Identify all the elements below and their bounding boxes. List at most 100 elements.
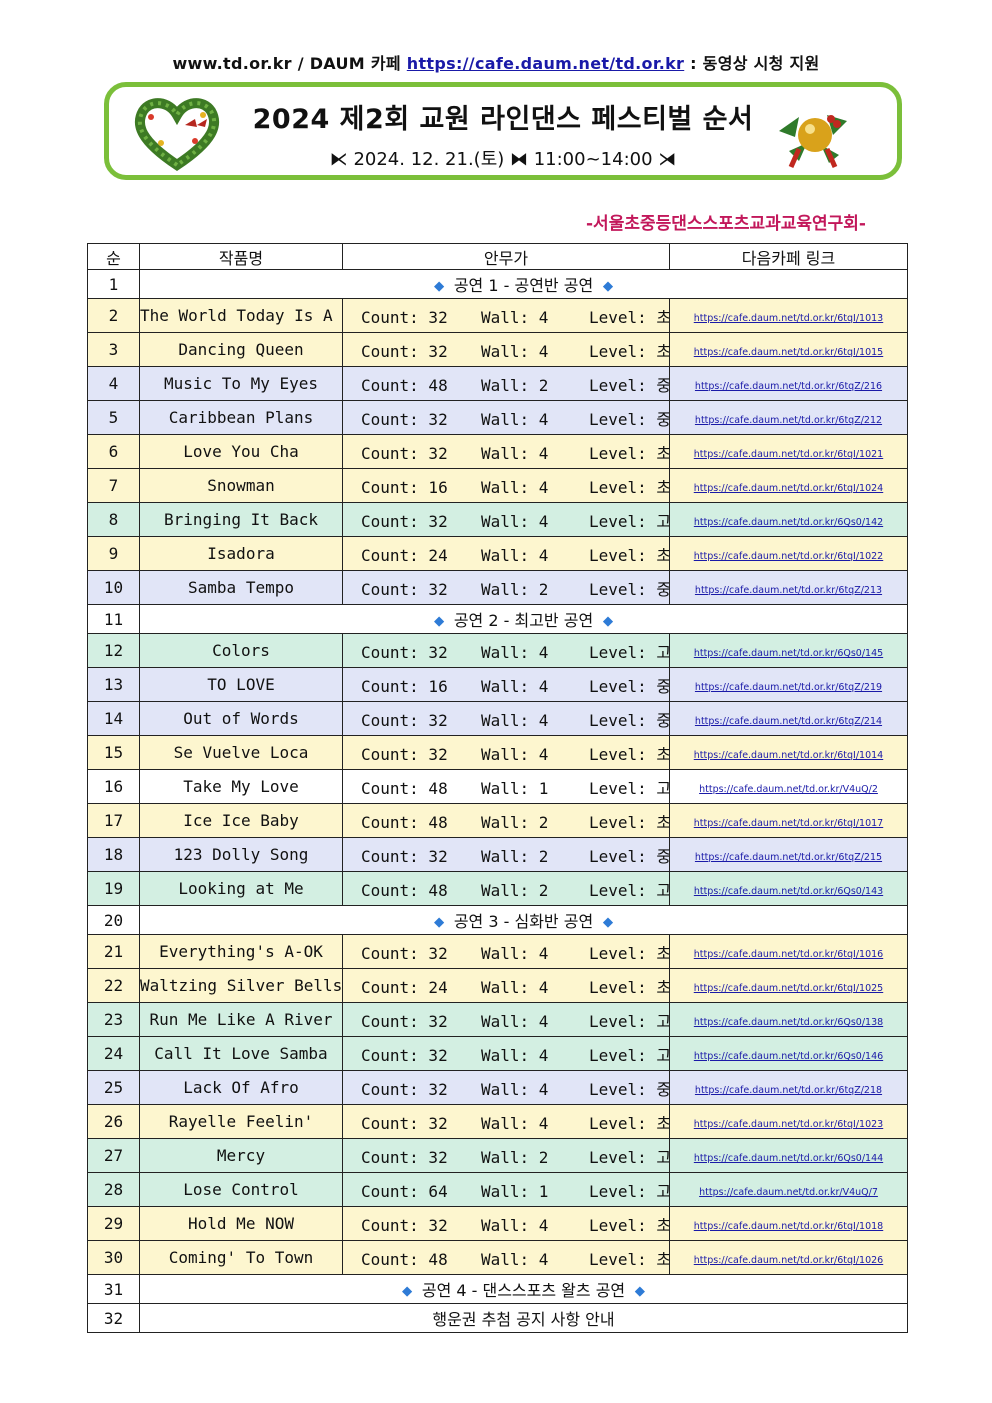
cafe-link-cell: https://cafe.daum.net/td.or.kr/6tqZ/219 bbox=[669, 667, 908, 702]
level-value: Level: 고급 bbox=[589, 778, 669, 798]
wall-value: Wall: 4 bbox=[481, 1045, 549, 1065]
row-number: 12 bbox=[87, 633, 140, 668]
count-value: Count: 48 bbox=[361, 375, 448, 395]
diamond-icon: ◆ bbox=[634, 1281, 646, 1301]
dance-title: Caribbean Plans bbox=[139, 400, 343, 435]
dance-title: Coming' To Town bbox=[139, 1240, 343, 1275]
cafe-link[interactable]: https://cafe.daum.net/td.or.kr bbox=[406, 54, 685, 73]
wall-value: Wall: 4 bbox=[481, 710, 549, 730]
wall-value: Wall: 4 bbox=[481, 744, 549, 764]
cafe-link[interactable]: https://cafe.daum.net/td.or.kr/6tqZ/219 bbox=[694, 682, 883, 693]
section-title: 공연 3 - 심화반 공연 bbox=[453, 912, 594, 931]
count-value: Count: 32 bbox=[361, 1147, 448, 1167]
cafe-link-cell: https://cafe.daum.net/td.or.kr/6tqZ/215 bbox=[669, 837, 908, 872]
wall-value: Wall: 4 bbox=[481, 477, 549, 497]
cafe-link[interactable]: https://cafe.daum.net/td.or.kr/6tqI/1016 bbox=[693, 949, 884, 960]
cafe-link[interactable]: https://cafe.daum.net/td.or.kr/6tqI/1021 bbox=[693, 449, 884, 460]
choreo-info: Count: 32 Wall: 4 Level: 고급 bbox=[342, 633, 670, 668]
count-value: Count: 32 bbox=[361, 642, 448, 662]
count-value: Count: 32 bbox=[361, 341, 448, 361]
cafe-link[interactable]: https://cafe.daum.net/td.or.kr/6tqZ/216 bbox=[694, 381, 883, 392]
choreo-info: Count: 32 Wall: 4 Level: 초급 bbox=[342, 1104, 670, 1139]
cafe-link-cell: https://cafe.daum.net/td.or.kr/6Qs0/146 bbox=[669, 1036, 908, 1071]
cafe-link[interactable]: https://cafe.daum.net/td.or.kr/6tqZ/213 bbox=[694, 585, 883, 596]
cafe-link[interactable]: https://cafe.daum.net/td.or.kr/6tqZ/214 bbox=[694, 716, 883, 727]
cafe-link[interactable]: https://cafe.daum.net/td.or.kr/6tqI/1017 bbox=[693, 818, 884, 829]
level-value: Level: 고급 bbox=[589, 1011, 669, 1031]
cafe-link[interactable]: https://cafe.daum.net/td.or.kr/6tqI/1024 bbox=[693, 483, 884, 494]
level-value: Level: 초급 bbox=[589, 545, 669, 565]
cafe-link[interactable]: https://cafe.daum.net/td.or.kr/6tqI/1023 bbox=[693, 1119, 884, 1130]
table-row: 22 Waltzing Silver Bells Count: 24 Wall: 4 L… bbox=[87, 968, 908, 1003]
cafe-link[interactable]: https://cafe.daum.net/td.or.kr/V4uQ/7 bbox=[699, 1187, 878, 1198]
section-cell: ◆ 공연 3 - 심화반 공연 ◆ bbox=[139, 905, 908, 935]
row-number: 9 bbox=[87, 536, 140, 571]
dance-title: Run Me Like A River bbox=[139, 1002, 343, 1037]
dance-title: Music To My Eyes bbox=[139, 366, 343, 401]
wall-value: Wall: 4 bbox=[481, 1249, 549, 1269]
cafe-link[interactable]: https://cafe.daum.net/td.or.kr/6Qs0/138 bbox=[693, 1017, 884, 1028]
level-value: Level: 중급 bbox=[589, 579, 669, 599]
header-choreo: 안무가 bbox=[342, 243, 670, 270]
cafe-link[interactable]: https://cafe.daum.net/td.or.kr/6Qs0/142 bbox=[693, 517, 884, 528]
wall-value: Wall: 4 bbox=[481, 943, 549, 963]
site-link[interactable]: www.td.or.kr bbox=[172, 54, 292, 73]
cafe-link-cell: https://cafe.daum.net/td.or.kr/6tqI/1014 bbox=[669, 735, 908, 770]
cafe-link[interactable]: https://cafe.daum.net/td.or.kr/6tqI/1026 bbox=[693, 1255, 884, 1266]
row-number: 25 bbox=[87, 1070, 140, 1105]
count-value: Count: 16 bbox=[361, 477, 448, 497]
dance-title: Snowman bbox=[139, 468, 343, 503]
choreo-info: Count: 16 Wall: 4 Level: 초급 bbox=[342, 468, 670, 503]
cafe-link[interactable]: https://cafe.daum.net/td.or.kr/V4uQ/2 bbox=[699, 784, 878, 795]
cafe-link[interactable]: https://cafe.daum.net/td.or.kr/6tqI/1025 bbox=[693, 983, 884, 994]
level-value: Level: 초급 bbox=[589, 1113, 669, 1133]
cafe-link[interactable]: https://cafe.daum.net/td.or.kr/6tqI/1013 bbox=[693, 313, 884, 324]
cafe-link[interactable]: https://cafe.daum.net/td.or.kr/6Qs0/144 bbox=[693, 1153, 884, 1164]
cafe-link[interactable]: https://cafe.daum.net/td.or.kr/6tqZ/218 bbox=[694, 1085, 883, 1096]
wall-value: Wall: 1 bbox=[481, 1181, 549, 1201]
level-value: Level: 초급 bbox=[589, 341, 669, 361]
cafe-link[interactable]: https://cafe.daum.net/td.or.kr/6tqI/1022 bbox=[693, 551, 884, 562]
level-value: Level: 초급 bbox=[589, 307, 669, 327]
row-number: 2 bbox=[87, 298, 140, 333]
level-value: Level: 중급 bbox=[589, 409, 669, 429]
cafe-link-cell: https://cafe.daum.net/td.or.kr/6tqI/1025 bbox=[669, 968, 908, 1003]
cafe-link-cell: https://cafe.daum.net/td.or.kr/V4uQ/7 bbox=[669, 1172, 908, 1207]
notice-row: 32 행운권 추첨 공지 사항 안내 bbox=[87, 1303, 908, 1333]
cafe-link[interactable]: https://cafe.daum.net/td.or.kr/6tqI/1015 bbox=[693, 347, 884, 358]
table-row: 21 Everything's A-OK Count: 32 Wall: 4 Level… bbox=[87, 934, 908, 969]
cafe-link[interactable]: https://cafe.daum.net/td.or.kr/6Qs0/145 bbox=[693, 648, 884, 659]
row-number: 1 bbox=[87, 269, 140, 299]
table-header-row: 순 작품명 안무가 다음카페 링크 bbox=[87, 243, 908, 270]
choreo-info: Count: 32 Wall: 4 Level: 고급 bbox=[342, 1036, 670, 1071]
count-value: Count: 32 bbox=[361, 710, 448, 730]
dance-title: Bringing It Back bbox=[139, 502, 343, 537]
count-value: Count: 32 bbox=[361, 744, 448, 764]
cafe-link[interactable]: https://cafe.daum.net/td.or.kr/6tqI/1018 bbox=[693, 1221, 884, 1232]
level-value: Level: 중급 bbox=[589, 710, 669, 730]
diamond-icon: ◆ bbox=[602, 276, 614, 296]
row-number: 31 bbox=[87, 1274, 140, 1304]
choreo-info: Count: 64 Wall: 1 Level: 고급 bbox=[342, 1172, 670, 1207]
choreo-info: Count: 32 Wall: 4 Level: 중급 bbox=[342, 400, 670, 435]
cafe-link[interactable]: https://cafe.daum.net/td.or.kr/6tqZ/215 bbox=[694, 852, 883, 863]
cafe-link[interactable]: https://cafe.daum.net/td.or.kr/6tqI/1014 bbox=[693, 750, 884, 761]
cafe-link[interactable]: https://cafe.daum.net/td.or.kr/6Qs0/143 bbox=[693, 886, 884, 897]
level-value: Level: 고급 bbox=[589, 1147, 669, 1167]
cafe-link[interactable]: https://cafe.daum.net/td.or.kr/6Qs0/146 bbox=[693, 1051, 884, 1062]
row-number: 6 bbox=[87, 434, 140, 469]
wall-value: Wall: 4 bbox=[481, 409, 549, 429]
dance-title: Isadora bbox=[139, 536, 343, 571]
count-value: Count: 32 bbox=[361, 846, 448, 866]
program-table: 순 작품명 안무가 다음카페 링크 1 ◆ 공연 1 - 공연반 공연 ◆ 2 The… bbox=[87, 243, 908, 1333]
count-value: Count: 32 bbox=[361, 943, 448, 963]
cafe-link[interactable]: https://cafe.daum.net/td.or.kr/6tqZ/212 bbox=[694, 415, 883, 426]
count-value: Count: 48 bbox=[361, 778, 448, 798]
